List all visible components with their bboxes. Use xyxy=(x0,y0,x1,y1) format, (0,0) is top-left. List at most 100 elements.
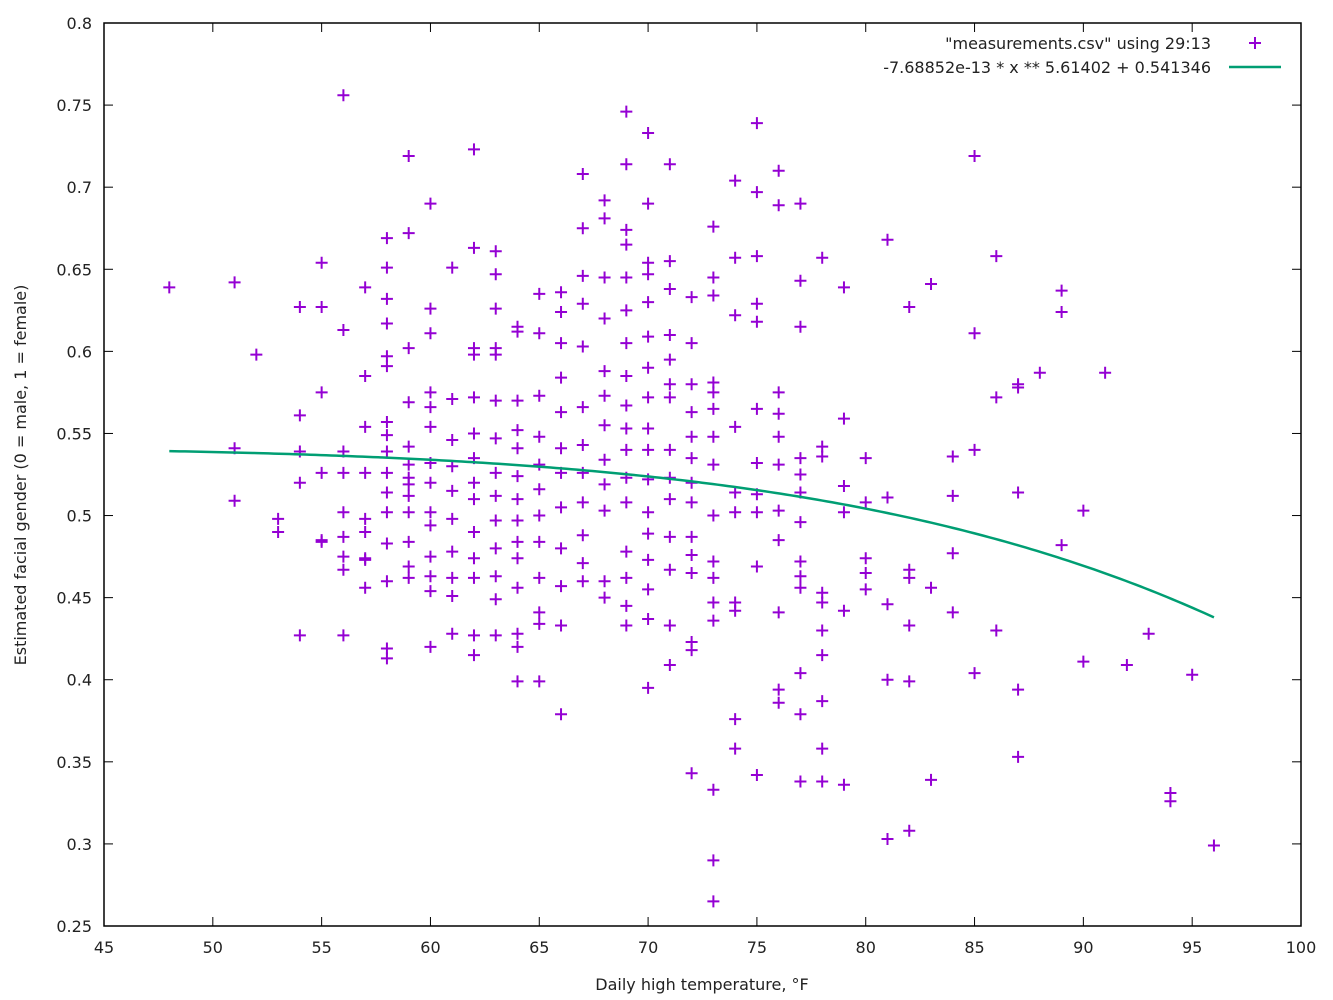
data-point xyxy=(533,430,546,443)
data-point xyxy=(228,276,241,289)
data-point xyxy=(946,450,959,463)
data-point xyxy=(642,391,655,404)
legend-marker-points xyxy=(1249,37,1261,49)
data-point xyxy=(837,281,850,294)
data-point xyxy=(598,212,611,225)
data-point xyxy=(467,552,480,565)
data-point xyxy=(946,606,959,619)
data-point xyxy=(837,479,850,492)
x-tick-label: 55 xyxy=(311,938,331,957)
data-point xyxy=(903,619,916,632)
data-point xyxy=(903,824,916,837)
data-point xyxy=(598,504,611,517)
data-point xyxy=(511,581,524,594)
y-tick-label: 0.7 xyxy=(67,178,92,197)
data-point xyxy=(293,476,306,489)
data-point xyxy=(511,535,524,548)
plot-frame xyxy=(103,22,1302,927)
data-point xyxy=(424,327,437,340)
y-tick-label: 0.8 xyxy=(67,14,92,33)
data-point xyxy=(337,506,350,519)
data-point xyxy=(620,571,633,584)
data-point xyxy=(446,545,459,558)
data-point xyxy=(533,606,546,619)
data-point xyxy=(467,427,480,440)
data-point xyxy=(816,742,829,755)
data-point xyxy=(794,452,807,465)
y-tick-labels: 0.25 0.3 0.35 0.4 0.45 0.5 0.55 0.6 0.65 0.7 0.75 0… xyxy=(56,14,92,936)
data-point xyxy=(620,238,633,251)
x-tick-label: 75 xyxy=(747,938,767,957)
data-point xyxy=(555,337,568,350)
data-point xyxy=(598,271,611,284)
data-point xyxy=(794,320,807,333)
data-point xyxy=(707,220,720,233)
data-point xyxy=(272,525,285,538)
data-point xyxy=(489,629,502,642)
data-point xyxy=(729,486,742,499)
data-point xyxy=(315,535,328,548)
data-point xyxy=(424,519,437,532)
data-point xyxy=(315,386,328,399)
data-point xyxy=(359,466,372,479)
data-point xyxy=(794,667,807,680)
data-point xyxy=(555,619,568,632)
data-point xyxy=(555,286,568,299)
data-point xyxy=(511,552,524,565)
data-point xyxy=(163,281,176,294)
data-point xyxy=(402,396,415,409)
data-point xyxy=(467,571,480,584)
data-point xyxy=(685,291,698,304)
data-point xyxy=(467,143,480,156)
data-point xyxy=(642,553,655,566)
data-point xyxy=(620,369,633,382)
data-point xyxy=(337,563,350,576)
data-point xyxy=(402,478,415,491)
data-point xyxy=(337,629,350,642)
data-point xyxy=(1120,658,1133,671)
data-point xyxy=(489,542,502,555)
data-point xyxy=(663,282,676,295)
data-point xyxy=(663,443,676,456)
data-point xyxy=(990,624,1003,637)
data-point xyxy=(533,327,546,340)
data-point xyxy=(925,278,938,291)
data-point xyxy=(620,304,633,317)
data-point xyxy=(685,530,698,543)
data-point xyxy=(576,496,589,509)
data-point xyxy=(642,527,655,540)
data-point xyxy=(729,713,742,726)
data-point xyxy=(685,767,698,780)
data-point xyxy=(750,457,763,470)
data-point xyxy=(707,289,720,302)
data-point xyxy=(620,545,633,558)
data-point xyxy=(816,251,829,264)
data-point xyxy=(446,484,459,497)
data-point xyxy=(424,640,437,653)
data-point xyxy=(903,301,916,314)
data-point xyxy=(707,614,720,627)
data-point xyxy=(489,432,502,445)
data-point xyxy=(555,371,568,384)
data-point xyxy=(380,360,393,373)
data-point xyxy=(424,506,437,519)
data-point xyxy=(1186,668,1199,681)
data-point xyxy=(228,494,241,507)
data-points xyxy=(163,89,1220,908)
data-point xyxy=(685,567,698,580)
legend: "measurements.csv" using 29:13 -7.68852e… xyxy=(883,34,1281,77)
data-point xyxy=(511,325,524,338)
data-point xyxy=(533,571,546,584)
data-point xyxy=(1207,839,1220,852)
data-point xyxy=(533,535,546,548)
data-point xyxy=(380,261,393,274)
data-point xyxy=(772,504,785,517)
data-point xyxy=(750,117,763,130)
data-point xyxy=(707,555,720,568)
data-point xyxy=(533,509,546,522)
data-point xyxy=(489,489,502,502)
data-point xyxy=(707,854,720,867)
data-point xyxy=(663,378,676,391)
data-point xyxy=(446,589,459,602)
x-axis-label: Daily high temperature, °F xyxy=(595,975,808,994)
